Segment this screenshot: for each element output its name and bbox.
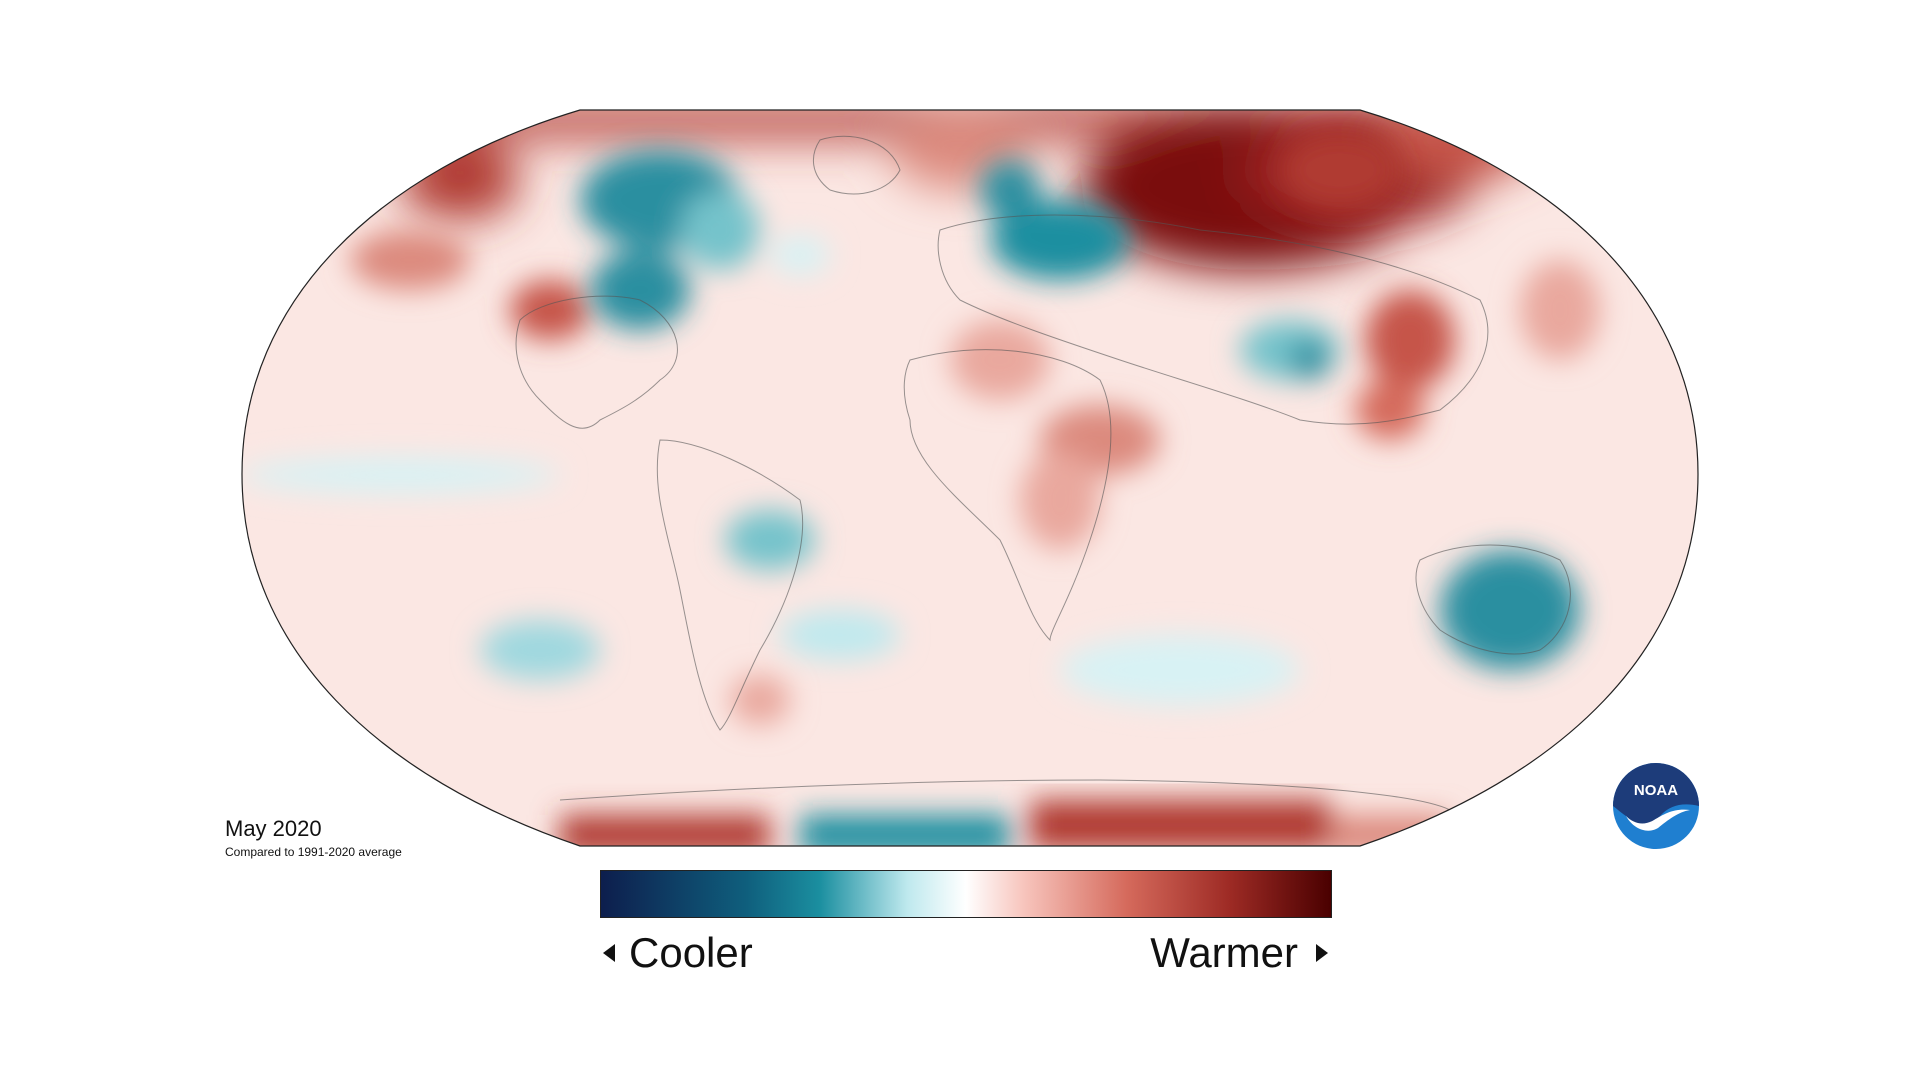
noaa-logo-icon: NOAA (1613, 763, 1699, 849)
globe-anomaly-field (242, 110, 1698, 846)
warmer-legend: Warmer (1150, 928, 1328, 978)
logo-text: NOAA (1634, 782, 1678, 799)
arrow-right-icon (1316, 944, 1328, 962)
cool-patches (242, 150, 1580, 705)
color-scale-bar (600, 870, 1332, 918)
logo-gull-icon (1626, 809, 1690, 831)
globe-outline (241, 109, 1699, 847)
warmer-label: Warmer (1150, 929, 1298, 976)
coastlines (515, 135, 1571, 811)
logo-top-band (1613, 763, 1699, 825)
map-baseline-note: Compared to 1991-2020 average (225, 845, 402, 859)
warm-patches (350, 130, 1600, 725)
antarctic-band (560, 800, 1450, 846)
arrow-left-icon (603, 944, 615, 962)
cooler-label: Cooler (629, 929, 753, 976)
map-date: May 2020 (225, 816, 322, 841)
cooler-legend: Cooler (603, 928, 753, 978)
color-scale-gradient (601, 871, 1331, 917)
